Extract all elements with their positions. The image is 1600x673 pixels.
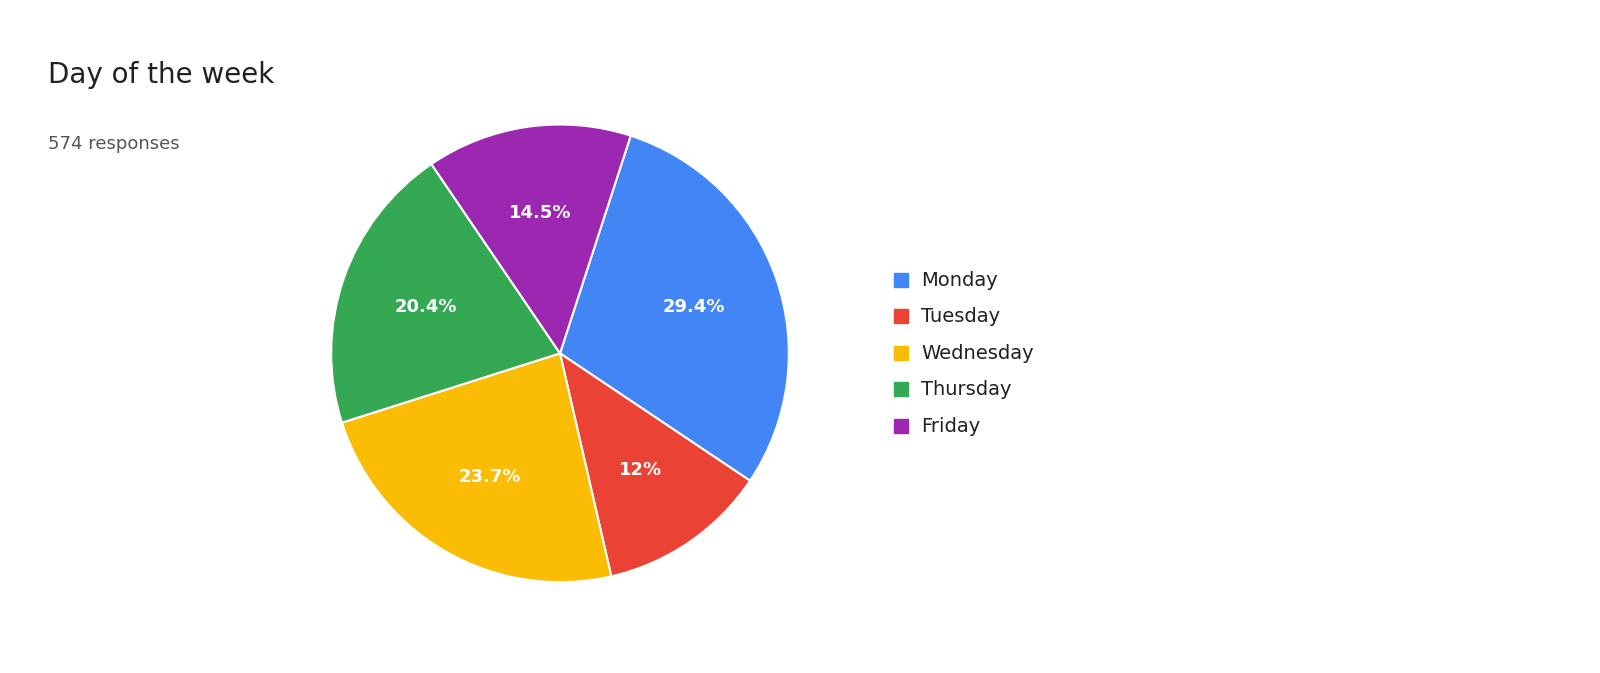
Text: 574 responses: 574 responses [48, 135, 179, 153]
Wedge shape [331, 164, 560, 423]
Text: 23.7%: 23.7% [459, 468, 522, 485]
Text: Day of the week: Day of the week [48, 61, 274, 89]
Text: 12%: 12% [619, 461, 662, 479]
Text: 20.4%: 20.4% [395, 298, 458, 316]
Wedge shape [342, 353, 611, 582]
Text: 29.4%: 29.4% [662, 298, 725, 316]
Wedge shape [560, 353, 750, 576]
Wedge shape [560, 136, 789, 481]
Text: 14.5%: 14.5% [509, 204, 571, 222]
Wedge shape [432, 125, 630, 353]
Legend: Monday, Tuesday, Wednesday, Thursday, Friday: Monday, Tuesday, Wednesday, Thursday, Fr… [885, 261, 1043, 446]
